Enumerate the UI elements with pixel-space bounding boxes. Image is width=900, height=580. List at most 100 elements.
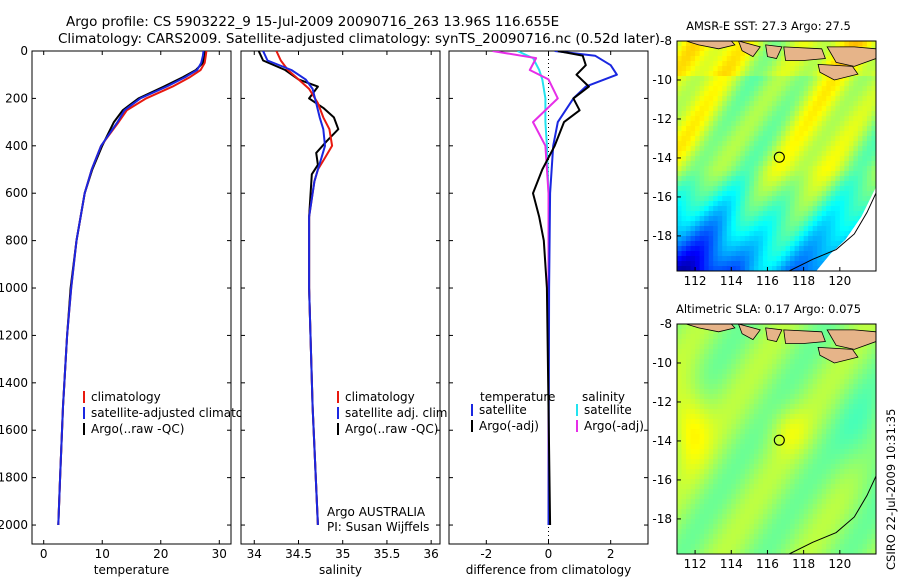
y-tick-label: -14 xyxy=(652,151,672,165)
land-mass xyxy=(826,329,876,350)
series-line-salinity-argo-adj xyxy=(492,51,559,525)
map-frame xyxy=(676,40,877,272)
x-tick-label: 35.5 xyxy=(374,547,401,561)
x-axis-label: salinity xyxy=(319,563,362,577)
title-line-2: Climatology: CARS2009. Satellite-adjuste… xyxy=(58,31,660,47)
no-data-area xyxy=(816,187,876,271)
land-mass xyxy=(685,41,736,50)
series-line-temperature-argo-adj xyxy=(532,51,590,526)
x-tick-label: 2 xyxy=(607,547,615,561)
legend-entry: climatology xyxy=(345,390,415,404)
legend-entry: satellite-adjusted climatology xyxy=(91,406,269,420)
x-tick-label: 20 xyxy=(153,547,168,561)
land-mass xyxy=(738,41,761,58)
y-tick-label: -8 xyxy=(660,34,672,48)
x-tick-label: 0 xyxy=(40,547,48,561)
x-tick-label: 34 xyxy=(247,547,262,561)
map-frame xyxy=(676,323,877,555)
y-tick-label: -12 xyxy=(652,112,672,126)
y-tick-label: -18 xyxy=(652,229,672,243)
x-tick-label: 36 xyxy=(424,547,439,561)
plot-frame xyxy=(31,50,232,545)
land-mass xyxy=(817,63,859,81)
land-mass xyxy=(738,324,761,341)
legend-entry: satellite adj. clim. xyxy=(345,406,451,420)
legend-entry: Argo(..raw -QC) xyxy=(91,422,184,436)
series-line-satellite-adjusted-climatology xyxy=(57,51,205,526)
land-mass xyxy=(783,329,826,344)
land-mass xyxy=(765,44,783,60)
y-tick-label: -14 xyxy=(652,434,672,448)
y-tick-label: 1600 xyxy=(0,423,28,437)
y-tick-label: -10 xyxy=(652,73,672,87)
land-mass xyxy=(685,324,736,333)
chart-salinity: 34 34.5 35 35.5 36 salinity climatology satelli… xyxy=(240,50,451,577)
land-mass xyxy=(826,46,876,67)
legend-header-temperature: temperature xyxy=(480,390,555,404)
map-field xyxy=(677,41,876,271)
legend-entry: Argo(..raw -QC) xyxy=(345,422,438,436)
y-tick-label: 1400 xyxy=(0,376,28,390)
title-line-1: Argo profile: CS 5903222_9 15-Jul-2009 2… xyxy=(66,14,559,30)
side-timestamp: CSIRO 22-Jul-2009 10:31:35 xyxy=(884,409,898,570)
y-tick-label: 800 xyxy=(5,234,28,248)
map-field xyxy=(677,324,876,554)
chart-altimetric_sla: Altimetric SLA: 0.17 Argo: 0.075 112 114 11… xyxy=(652,302,877,571)
map-title: AMSR-E SST: 27.3 Argo: 27.5 xyxy=(686,19,851,33)
y-tick-label: -12 xyxy=(652,395,672,409)
x-tick-label: 112 xyxy=(684,274,707,288)
x-tick-label: 34.5 xyxy=(285,547,312,561)
coastline xyxy=(788,192,876,271)
y-tick-label: -8 xyxy=(660,317,672,331)
legend-entry: satellite xyxy=(584,403,632,417)
x-tick-label: 118 xyxy=(792,274,815,288)
x-axis-label: difference from climatology xyxy=(466,563,632,577)
x-tick-label: 30 xyxy=(212,547,227,561)
x-tick-label: 118 xyxy=(792,557,815,571)
x-tick-label: 0 xyxy=(545,547,553,561)
chart-difference: -2 0 2 difference from climatology temperatu… xyxy=(448,50,649,577)
x-axis-label: temperature xyxy=(94,563,169,577)
annotation-text: PI: Susan Wijffels xyxy=(327,520,429,534)
land-mass xyxy=(783,46,826,61)
chart-temperature: 0 10 20 30 0 200 400 600 800 1000 1200 1400 1600 1800… xyxy=(0,44,269,577)
plot-frame xyxy=(240,50,441,545)
x-tick-label: 114 xyxy=(720,557,743,571)
y-tick-label: -18 xyxy=(652,512,672,526)
y-tick-label: 1800 xyxy=(0,471,28,485)
y-tick-label: -16 xyxy=(652,473,672,487)
y-tick-label: 400 xyxy=(5,139,28,153)
land-mass xyxy=(817,346,859,364)
y-tick-label: -16 xyxy=(652,190,672,204)
y-tick-label: 0 xyxy=(20,44,28,58)
x-tick-label: 10 xyxy=(95,547,110,561)
argo-position-marker xyxy=(773,434,785,446)
y-tick-label: 200 xyxy=(5,91,28,105)
y-tick-label: 2000 xyxy=(0,518,28,532)
legend-header-salinity: salinity xyxy=(582,390,625,404)
coastline xyxy=(788,475,876,554)
chart-amsre_sst: AMSR-E SST: 27.3 Argo: 27.5 112 114 116 118 1… xyxy=(652,19,877,288)
x-tick-label: 120 xyxy=(828,557,851,571)
y-tick-label: -10 xyxy=(652,356,672,370)
y-tick-label: 1200 xyxy=(0,328,28,342)
annotation-text: Argo AUSTRALIA xyxy=(327,505,426,519)
legend-entry: Argo(-adj) xyxy=(584,419,644,433)
legend-entry: Argo(-adj) xyxy=(479,419,539,433)
x-tick-label: 112 xyxy=(684,557,707,571)
land-mass xyxy=(765,327,783,343)
x-tick-label: 35 xyxy=(335,547,350,561)
x-tick-label: 114 xyxy=(720,274,743,288)
argo-position-marker xyxy=(773,151,785,163)
x-tick-label: 116 xyxy=(756,274,779,288)
y-tick-label: 1000 xyxy=(0,281,28,295)
x-tick-label: 116 xyxy=(756,557,779,571)
x-tick-label: -2 xyxy=(480,547,492,561)
legend-entry: satellite xyxy=(479,403,527,417)
y-tick-label: 600 xyxy=(5,186,28,200)
legend-entry: climatology xyxy=(91,390,161,404)
series-line-satellite-adj-clim xyxy=(262,51,326,526)
map-title: Altimetric SLA: 0.17 Argo: 0.075 xyxy=(676,302,861,316)
x-tick-label: 120 xyxy=(828,274,851,288)
